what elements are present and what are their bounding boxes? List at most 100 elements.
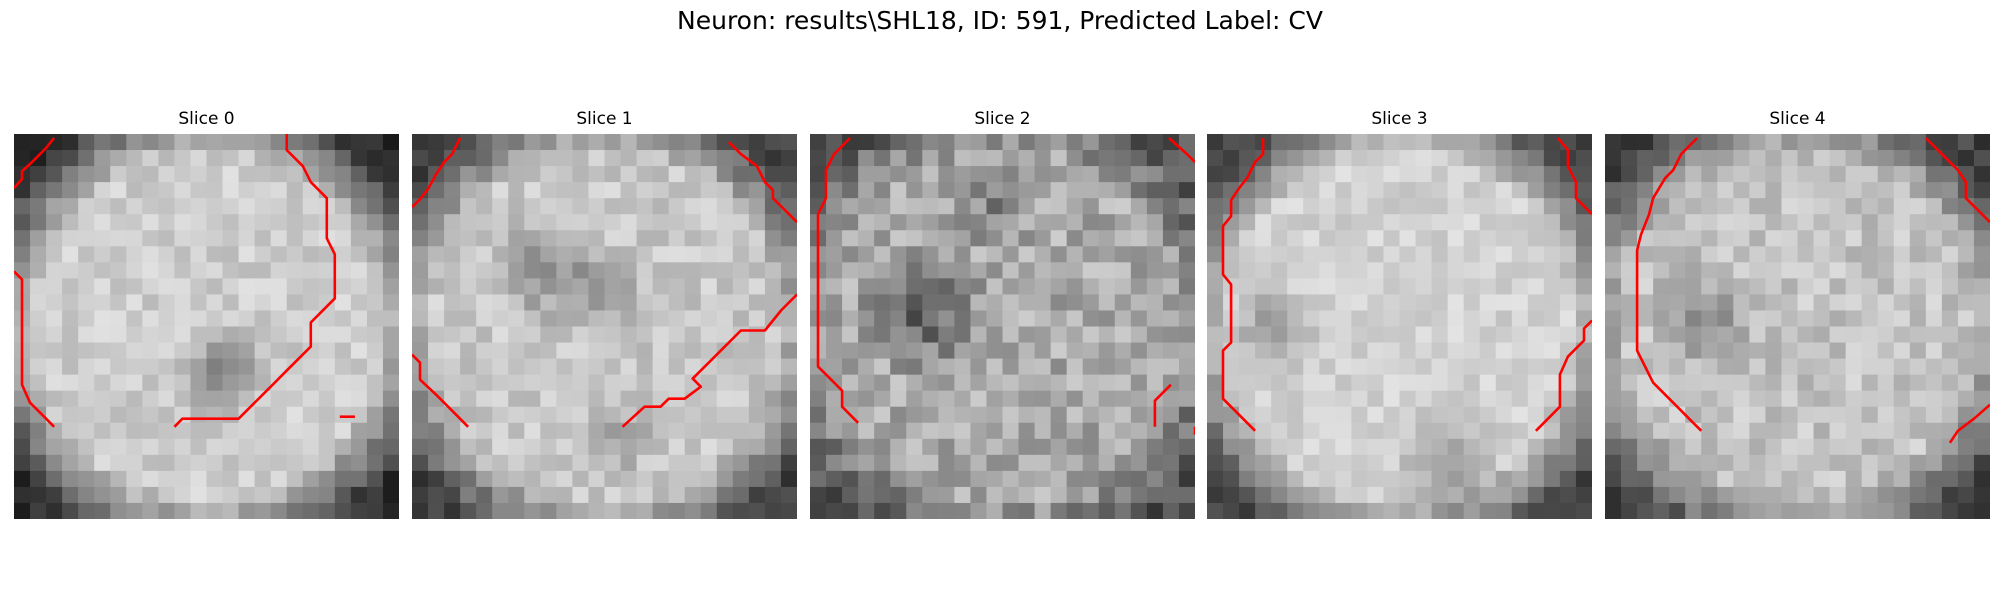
pixel-cell [1255, 150, 1272, 167]
pixel-cell [270, 134, 288, 151]
pixel-cell [1813, 454, 1831, 472]
pixel-cell [1637, 502, 1654, 519]
pixel-cell [1845, 150, 1863, 167]
pixel-cell [1034, 214, 1052, 231]
pixel-cell [1431, 486, 1449, 504]
pixel-cell [1877, 326, 1895, 344]
pixel-cell [826, 486, 843, 504]
pixel-cell [954, 374, 972, 392]
pixel-cell [1098, 358, 1116, 376]
pixel-cell [732, 454, 750, 472]
pixel-cell [460, 406, 477, 424]
pixel-cell [1941, 342, 1959, 360]
pixel-cell [1733, 326, 1750, 344]
pixel-cell [1447, 470, 1465, 488]
pixel-cell [382, 278, 399, 296]
pixel-cell [1050, 182, 1068, 199]
pixel-cell [476, 358, 493, 376]
pixel-cell [1861, 182, 1879, 199]
pixel-cell [1605, 198, 1622, 215]
pixel-cell [366, 294, 384, 312]
pixel-cell [986, 182, 1004, 199]
pixel-cell [1605, 182, 1622, 199]
pixel-cell [1447, 230, 1465, 247]
pixel-cell [826, 342, 843, 360]
pixel-cell [1255, 182, 1272, 199]
pixel-cell [1034, 326, 1052, 344]
pixel-cell [1653, 470, 1670, 488]
pixel-cell [1287, 198, 1304, 215]
pixel-cell [1098, 166, 1116, 183]
pixel-cell [1351, 342, 1369, 360]
pixel-cell [1495, 262, 1513, 279]
pixel-cell [668, 502, 686, 519]
pixel-cell [986, 150, 1004, 167]
pixel-cell [1146, 454, 1164, 472]
pixel-cell [1765, 198, 1783, 215]
pixel-cell [1941, 454, 1959, 472]
pixel-cell [1511, 326, 1529, 344]
pixel-cell [732, 214, 750, 231]
pixel-cell [238, 278, 256, 296]
pixel-cell [890, 214, 907, 231]
pixel-cell [604, 278, 622, 296]
pixel-cell [1973, 342, 1990, 360]
pixel-cell [1431, 470, 1449, 488]
pixel-cell [748, 310, 766, 328]
pixel-cell [668, 422, 686, 440]
pixel-cell [668, 182, 686, 199]
pixel-cell [94, 246, 111, 263]
pixel-cell [492, 278, 509, 296]
pixel-cell [588, 134, 606, 151]
pixel-cell [238, 358, 256, 376]
pixel-cell [842, 454, 859, 472]
pixel-cell [62, 342, 79, 360]
pixel-cell [732, 166, 750, 183]
pixel-cell [1543, 294, 1561, 312]
pixel-cell [94, 422, 111, 440]
pixel-cell [1941, 422, 1959, 440]
pixel-cell [1733, 486, 1750, 504]
pixel-cell [1733, 310, 1750, 328]
pixel-cell [286, 262, 304, 279]
pixel-cell [1495, 182, 1513, 199]
pixel-cell [1303, 326, 1320, 344]
pixel-cell [1447, 502, 1465, 519]
pixel-cell [1877, 390, 1895, 408]
pixel-cell [1701, 310, 1718, 328]
pixel-cell [78, 150, 95, 167]
pixel-cell [1447, 454, 1465, 472]
pixel-cell [254, 358, 272, 376]
pixel-cell [1223, 214, 1240, 231]
pixel-cell [1765, 342, 1783, 360]
pixel-cell [1114, 246, 1132, 263]
pixel-cell [1239, 502, 1256, 519]
pixel-cell [1637, 182, 1654, 199]
pixel-cell [588, 310, 606, 328]
pixel-cell [1749, 294, 1767, 312]
pixel-cell [94, 214, 111, 231]
pixel-cell [1207, 326, 1224, 344]
pixel-cell [1239, 374, 1256, 392]
pixel-cell [1621, 326, 1638, 344]
pixel-cell [1925, 198, 1943, 215]
pixel-cell [1973, 246, 1990, 263]
pixel-cell [1813, 294, 1831, 312]
pixel-cell [428, 342, 445, 360]
pixel-cell [1415, 230, 1433, 247]
pixel-cell [652, 342, 670, 360]
pixel-cell [1130, 214, 1148, 231]
pixel-cell [1383, 438, 1401, 456]
pixel-cell [890, 166, 907, 183]
pixel-cell [1351, 198, 1369, 215]
pixel-cell [1066, 246, 1084, 263]
pixel-cell [1877, 182, 1895, 199]
pixel-cell [46, 262, 63, 279]
pixel-cell [1717, 454, 1734, 472]
pixel-cell [1941, 374, 1959, 392]
pixel-cell [764, 326, 782, 344]
pixel-cell [1319, 150, 1336, 167]
pixel-cell [476, 374, 493, 392]
pixel-cell [476, 438, 493, 456]
pixel-cell [270, 358, 288, 376]
